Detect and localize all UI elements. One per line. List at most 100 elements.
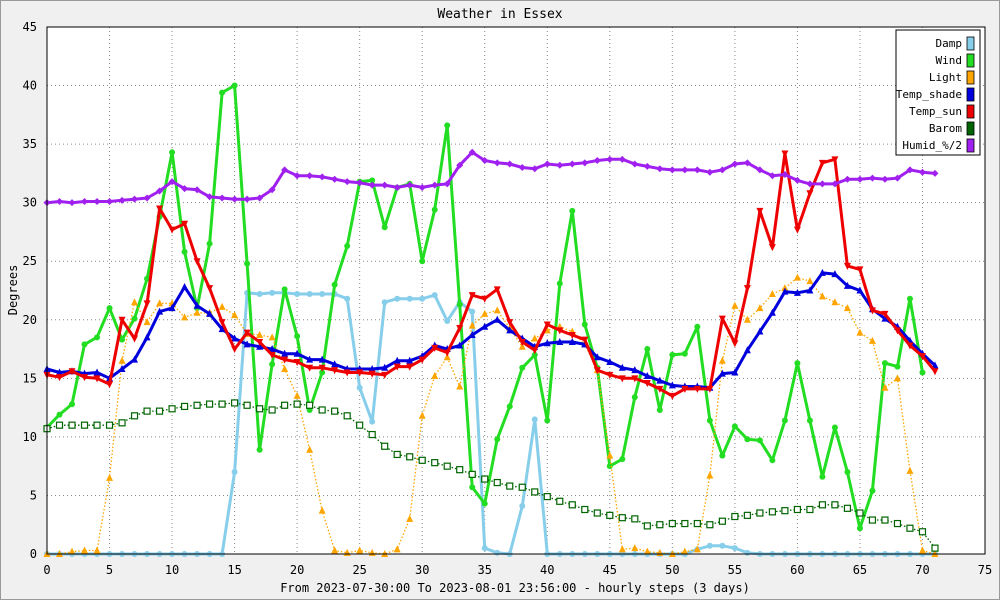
data-point-temp-sun (218, 319, 226, 327)
data-point-temp-sun (518, 339, 526, 347)
data-point-wind (869, 487, 876, 494)
data-point-humid-2 (906, 166, 914, 174)
data-point-temp-sun (643, 380, 651, 388)
data-point-temp-sun (468, 292, 476, 300)
data-point-light (193, 308, 201, 316)
data-point-temp-sun (868, 307, 876, 315)
data-point-light (493, 306, 501, 314)
x-tick-label: 30 (415, 563, 429, 577)
data-point-light (743, 315, 751, 323)
data-point-temp-sun (206, 285, 214, 293)
data-point-wind (756, 437, 763, 444)
data-point-temp-sun (331, 367, 339, 375)
data-point-temp-shade (168, 304, 176, 312)
data-point-temp-shade (468, 331, 476, 339)
data-point-temp-sun (493, 286, 501, 294)
data-point-humid-2 (793, 176, 801, 184)
data-point-temp-sun (681, 385, 689, 393)
data-point-temp-sun (593, 367, 601, 375)
data-point-damp (419, 295, 426, 302)
data-point-temp-sun (193, 258, 201, 266)
data-point-light (681, 547, 689, 555)
data-point-humid-2 (393, 183, 401, 191)
data-point-humid-2 (143, 194, 151, 202)
data-point-light (81, 546, 89, 554)
data-point-wind (744, 436, 751, 443)
data-point-humid-2 (518, 164, 526, 172)
data-point-barom (306, 401, 314, 409)
data-point-temp-shade (143, 333, 151, 341)
data-point-barom (818, 501, 827, 509)
data-point-temp-sun (431, 344, 439, 352)
data-point-humid-2 (306, 172, 314, 180)
data-point-light (843, 304, 851, 312)
data-point-barom (656, 521, 664, 529)
data-point-barom (918, 528, 927, 536)
data-point-wind (506, 403, 513, 410)
data-point-temp-shade (931, 361, 939, 369)
data-point-humid-2 (293, 172, 301, 180)
data-point-temp-sun (781, 150, 789, 158)
data-point-barom (531, 488, 539, 496)
data-point-wind (831, 424, 838, 431)
data-point-barom (743, 511, 751, 519)
data-point-light (468, 321, 476, 329)
data-point-temp-shade (181, 282, 189, 290)
data-point-barom (581, 505, 589, 514)
data-point-humid-2 (156, 187, 164, 195)
grid-lines (47, 27, 985, 554)
data-point-barom (506, 482, 514, 490)
data-point-temp-sun (393, 363, 401, 371)
data-point-wind (256, 446, 263, 453)
data-point-temp-sun (818, 159, 826, 167)
data-point-temp-shade (406, 356, 414, 364)
data-point-humid-2 (706, 168, 714, 176)
legend-label: Barom (929, 122, 962, 135)
data-point-temp-shade (643, 371, 651, 379)
data-point-wind (94, 334, 101, 341)
data-point-wind (894, 363, 901, 370)
data-point-humid-2 (493, 159, 501, 167)
data-point-humid-2 (443, 180, 451, 188)
legend-swatch (966, 138, 975, 153)
data-point-wind (119, 336, 126, 343)
data-point-temp-sun (181, 220, 189, 228)
data-point-light (306, 445, 314, 453)
data-point-temp-sun (556, 327, 564, 335)
data-point-wind (419, 258, 426, 265)
data-point-damp (444, 317, 451, 324)
data-point-light (331, 546, 339, 554)
data-point-barom (130, 412, 139, 420)
data-point-humid-2 (106, 197, 114, 205)
data-point-temp-sun (56, 374, 64, 382)
data-point-light (718, 356, 726, 364)
data-point-temp-sun (668, 392, 676, 400)
data-point-humid-2 (231, 195, 239, 203)
data-point-humid-2 (543, 160, 551, 168)
data-point-temp-sun (168, 226, 176, 234)
legend: Damp Wind Light Temp_shade Temp_sun Barom Humi… (895, 29, 981, 156)
data-point-wind (181, 248, 188, 255)
data-point-barom (381, 442, 389, 450)
data-point-temp-sun (693, 385, 701, 393)
data-point-temp-shade (656, 376, 664, 384)
data-point-damp (744, 549, 751, 556)
data-point-humid-2 (81, 197, 89, 205)
data-point-temp-sun (381, 371, 389, 379)
data-point-light (118, 356, 126, 364)
data-point-temp-shade (768, 308, 776, 316)
data-point-barom (606, 511, 614, 519)
data-point-light (156, 299, 164, 307)
legend-label: Damp (936, 37, 963, 50)
data-point-temp-sun (581, 336, 589, 344)
data-point-light (93, 546, 101, 554)
data-point-barom (343, 412, 351, 420)
data-point-temp-sun (918, 353, 926, 361)
data-point-barom (643, 522, 651, 530)
data-point-light (231, 311, 239, 319)
x-tick-label: 25 (352, 563, 366, 577)
data-point-temp-shade (668, 381, 676, 389)
data-point-barom (105, 421, 114, 429)
legend-swatch (966, 36, 975, 51)
